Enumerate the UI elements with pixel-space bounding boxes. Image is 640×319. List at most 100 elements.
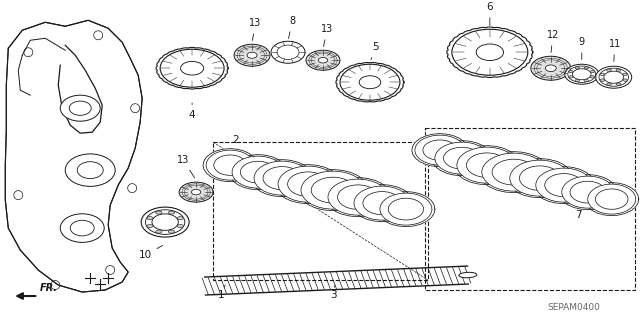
Ellipse shape xyxy=(156,48,228,89)
Ellipse shape xyxy=(415,135,465,165)
Ellipse shape xyxy=(492,159,536,185)
Ellipse shape xyxy=(311,177,355,203)
Polygon shape xyxy=(532,167,595,204)
Ellipse shape xyxy=(214,155,246,175)
Ellipse shape xyxy=(590,76,595,78)
Ellipse shape xyxy=(616,83,621,85)
Text: 9: 9 xyxy=(579,37,585,59)
Text: FR.: FR. xyxy=(40,283,58,293)
Ellipse shape xyxy=(435,142,489,174)
Polygon shape xyxy=(203,149,257,182)
Polygon shape xyxy=(156,48,228,89)
Polygon shape xyxy=(479,152,548,193)
Ellipse shape xyxy=(69,101,92,115)
Ellipse shape xyxy=(596,66,632,88)
Ellipse shape xyxy=(377,192,435,226)
Ellipse shape xyxy=(532,167,595,204)
Text: 13: 13 xyxy=(249,18,261,41)
Ellipse shape xyxy=(568,66,596,82)
Ellipse shape xyxy=(623,79,627,81)
Ellipse shape xyxy=(234,44,270,66)
Ellipse shape xyxy=(559,174,617,210)
Ellipse shape xyxy=(590,70,595,73)
Ellipse shape xyxy=(479,152,548,193)
Ellipse shape xyxy=(191,189,201,195)
Ellipse shape xyxy=(604,71,623,83)
Ellipse shape xyxy=(600,79,605,81)
Text: 6: 6 xyxy=(486,2,493,26)
Polygon shape xyxy=(447,27,532,78)
Ellipse shape xyxy=(179,182,213,202)
Ellipse shape xyxy=(247,52,257,58)
Ellipse shape xyxy=(444,147,480,169)
Polygon shape xyxy=(5,20,142,292)
Ellipse shape xyxy=(564,64,599,84)
Ellipse shape xyxy=(254,161,310,195)
Ellipse shape xyxy=(575,67,579,69)
Ellipse shape xyxy=(168,230,175,233)
Ellipse shape xyxy=(520,166,560,190)
Ellipse shape xyxy=(507,159,573,197)
Text: 13: 13 xyxy=(177,155,195,178)
Text: SEPAM0400: SEPAM0400 xyxy=(548,303,601,312)
Ellipse shape xyxy=(287,172,328,197)
Ellipse shape xyxy=(147,225,153,227)
Ellipse shape xyxy=(152,214,179,230)
Ellipse shape xyxy=(278,166,338,202)
Polygon shape xyxy=(432,141,492,176)
Text: 4: 4 xyxy=(189,103,195,120)
Ellipse shape xyxy=(354,186,410,220)
Ellipse shape xyxy=(359,76,381,89)
Ellipse shape xyxy=(545,65,556,71)
Ellipse shape xyxy=(232,156,284,188)
Ellipse shape xyxy=(337,185,378,209)
Ellipse shape xyxy=(562,176,614,208)
Ellipse shape xyxy=(607,69,611,71)
Ellipse shape xyxy=(180,61,204,75)
Ellipse shape xyxy=(301,171,365,209)
Ellipse shape xyxy=(65,154,115,186)
Ellipse shape xyxy=(203,149,257,182)
Text: 8: 8 xyxy=(289,16,295,39)
Ellipse shape xyxy=(277,45,299,59)
Ellipse shape xyxy=(263,167,301,190)
Ellipse shape xyxy=(168,211,175,214)
Ellipse shape xyxy=(510,160,570,196)
Ellipse shape xyxy=(60,95,100,121)
Ellipse shape xyxy=(229,155,287,189)
Ellipse shape xyxy=(584,67,588,69)
Ellipse shape xyxy=(156,230,162,233)
Ellipse shape xyxy=(454,146,520,185)
Ellipse shape xyxy=(476,44,504,61)
Ellipse shape xyxy=(271,41,305,63)
Ellipse shape xyxy=(572,69,591,80)
Ellipse shape xyxy=(607,83,611,85)
Text: 7: 7 xyxy=(575,210,581,220)
Ellipse shape xyxy=(536,168,592,202)
Ellipse shape xyxy=(77,162,103,179)
Ellipse shape xyxy=(531,56,571,80)
Ellipse shape xyxy=(569,70,573,73)
Ellipse shape xyxy=(160,49,224,87)
Ellipse shape xyxy=(412,134,468,167)
Bar xyxy=(425,128,635,290)
Text: 3: 3 xyxy=(330,285,337,300)
Text: 2: 2 xyxy=(232,135,239,152)
Ellipse shape xyxy=(447,27,532,78)
Ellipse shape xyxy=(177,225,184,227)
Ellipse shape xyxy=(457,147,517,183)
Ellipse shape xyxy=(623,73,627,76)
Polygon shape xyxy=(351,185,413,222)
Ellipse shape xyxy=(380,193,432,225)
Text: 1: 1 xyxy=(218,285,225,300)
Ellipse shape xyxy=(575,79,579,82)
Bar xyxy=(213,142,428,280)
Polygon shape xyxy=(507,159,573,197)
Text: 11: 11 xyxy=(609,39,621,62)
Text: 5: 5 xyxy=(371,42,380,60)
Ellipse shape xyxy=(156,211,162,214)
Polygon shape xyxy=(251,160,313,197)
Ellipse shape xyxy=(452,29,528,75)
Polygon shape xyxy=(275,165,341,204)
Ellipse shape xyxy=(318,57,328,63)
